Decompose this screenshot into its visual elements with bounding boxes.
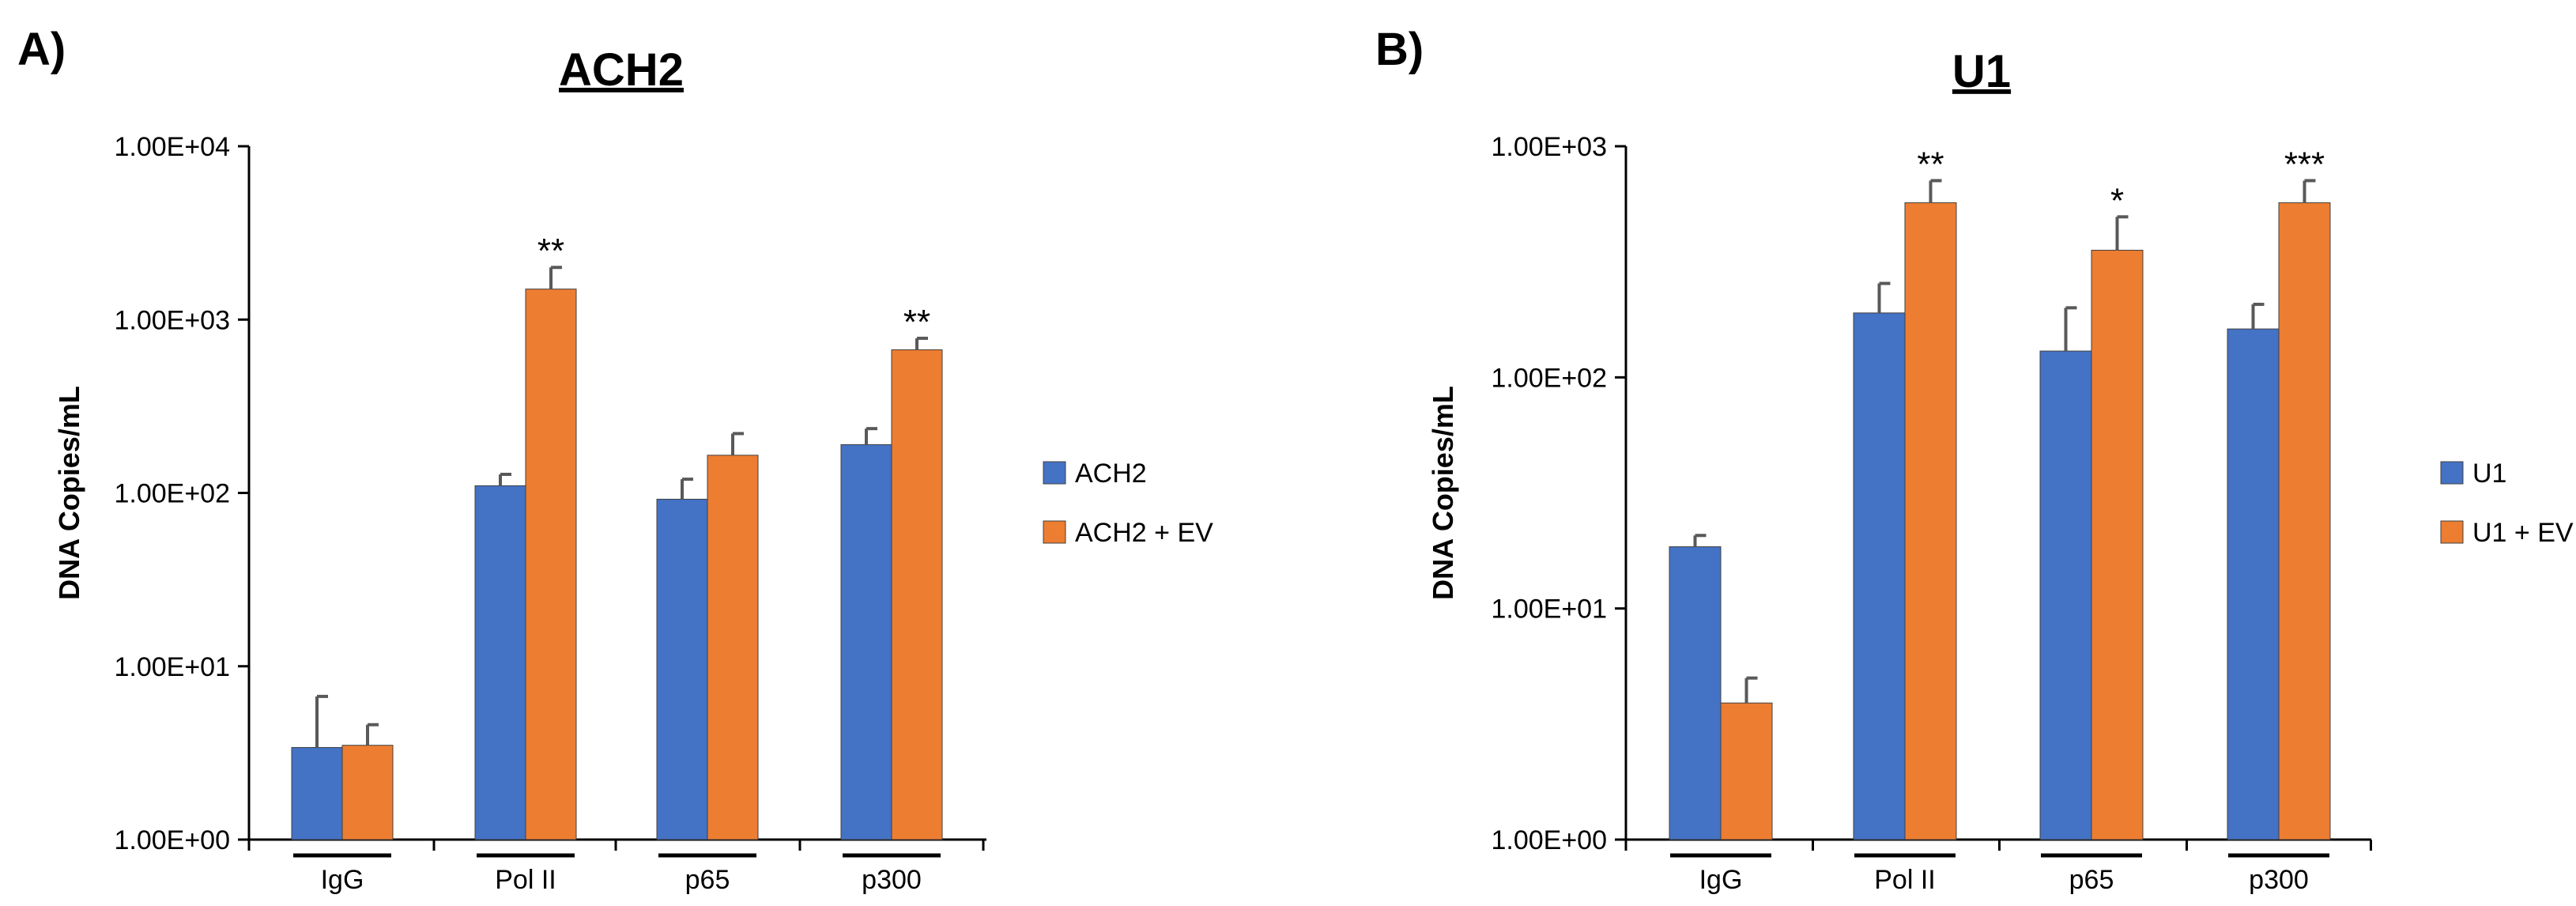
- bar-ach2: [474, 485, 526, 840]
- bar-ach2: [840, 444, 892, 840]
- bar-u1-ev: [1904, 202, 1957, 840]
- legend-swatch: [1043, 520, 1066, 544]
- chart-ach2: A) ACH2 DNA Copies/mL 1.00E+00 1.00E+01 1.00E…: [17, 24, 1213, 895]
- bar-ach2-ev: [707, 455, 759, 840]
- legend-label: U1 + EV: [2472, 518, 2574, 548]
- legend-label: ACH2: [1075, 459, 1147, 489]
- x-category-label: p65: [685, 865, 730, 895]
- significance-marker: **: [903, 303, 930, 342]
- x-category-label: IgG: [1699, 865, 1743, 895]
- y-tick-label: 1.00E+00: [1491, 825, 1607, 855]
- y-tick-label: 1.00E+03: [1491, 132, 1607, 162]
- y-tick-label: 1.00E+01: [1491, 595, 1607, 625]
- y-axis-label: DNA Copies/mL: [1427, 386, 1459, 600]
- panel-label: A): [17, 24, 66, 75]
- x-category-label: Pol II: [495, 865, 556, 895]
- legend-label: ACH2 + EV: [1075, 518, 1213, 548]
- bar-u1-ev: [1720, 702, 1773, 840]
- bar-ach2-ev: [525, 289, 577, 840]
- y-tick-label: 1.00E+04: [114, 132, 230, 162]
- x-category-label: p300: [862, 865, 922, 895]
- chart-title: U1: [1952, 46, 2011, 97]
- panel-label: B): [1375, 24, 1424, 75]
- legend-label: U1: [2472, 459, 2506, 489]
- legend-swatch: [2440, 461, 2464, 485]
- legend-swatch: [2440, 520, 2464, 544]
- significance-marker: ***: [2284, 145, 2325, 183]
- y-tick-label: 1.00E+00: [114, 825, 230, 855]
- x-category-label: Pol II: [1874, 865, 1935, 895]
- x-category-label: p65: [2069, 865, 2114, 895]
- bar-ach2-ev: [341, 745, 394, 840]
- significance-marker: **: [537, 232, 564, 270]
- bar-ach2: [656, 498, 708, 840]
- chart-title: ACH2: [559, 44, 684, 96]
- y-tick-label: 1.00E+02: [1491, 363, 1607, 393]
- bar-ach2: [291, 746, 343, 840]
- bar-u1: [1853, 312, 1906, 840]
- chart-u1: B) U1 DNA Copies/mL 1.00E+00 1.00E+01 1.00E+0…: [1375, 24, 2574, 895]
- x-category-label: IgG: [321, 865, 364, 895]
- bar-u1: [2039, 350, 2092, 840]
- y-tick-label: 1.00E+03: [114, 305, 230, 335]
- bar-u1-ev: [2278, 202, 2331, 840]
- significance-marker: *: [2110, 181, 2124, 220]
- y-tick-label: 1.00E+02: [114, 479, 230, 509]
- y-axis-label: DNA Copies/mL: [53, 386, 85, 600]
- bar-u1: [1669, 546, 1722, 840]
- bar-ach2-ev: [891, 349, 943, 840]
- significance-marker: **: [1917, 145, 1944, 183]
- y-tick-label: 1.00E+01: [114, 652, 230, 682]
- x-category-label: p300: [2249, 865, 2309, 895]
- legend-swatch: [1043, 461, 1066, 485]
- bar-u1-ev: [2091, 249, 2144, 840]
- bar-u1: [2227, 328, 2280, 840]
